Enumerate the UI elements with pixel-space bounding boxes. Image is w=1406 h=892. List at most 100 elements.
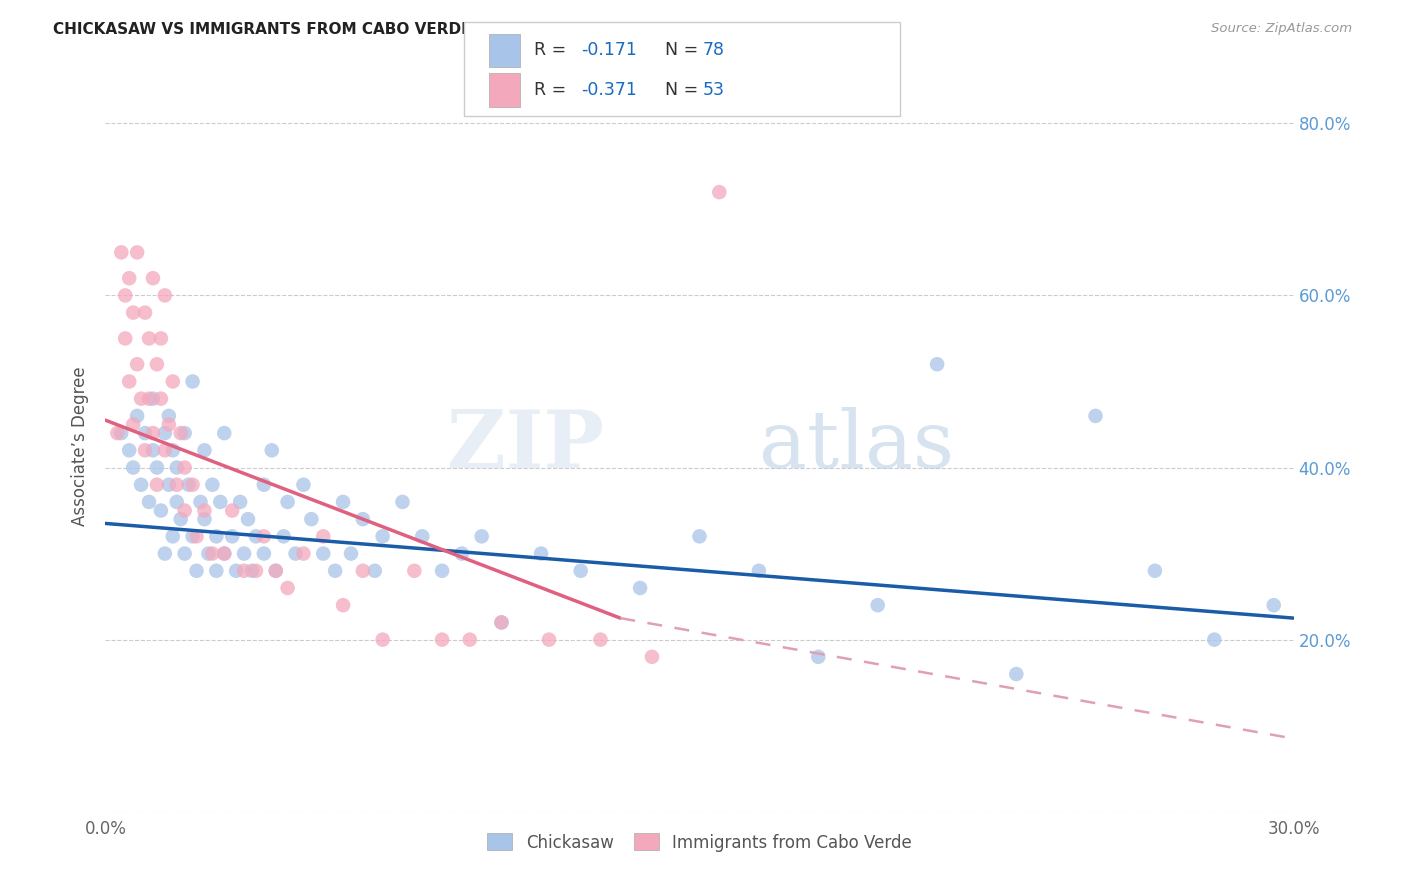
- Point: [134, 426, 156, 441]
- Text: ZIP: ZIP: [447, 407, 605, 485]
- Point: [157, 477, 180, 491]
- Point: [146, 477, 169, 491]
- Point: [181, 375, 204, 389]
- Point: [166, 460, 188, 475]
- Point: [236, 512, 259, 526]
- Point: [748, 564, 770, 578]
- Point: [170, 512, 193, 526]
- Point: [190, 495, 212, 509]
- Point: [142, 392, 165, 406]
- Point: [225, 564, 247, 578]
- Legend: Chickasaw, Immigrants from Cabo Verde: Chickasaw, Immigrants from Cabo Verde: [481, 827, 918, 858]
- Point: [157, 417, 180, 432]
- Point: [122, 460, 145, 475]
- Point: [181, 477, 204, 491]
- Point: [214, 547, 236, 561]
- Point: [391, 495, 413, 509]
- Point: [173, 547, 195, 561]
- Point: [205, 564, 228, 578]
- Point: [1204, 632, 1226, 647]
- Point: [628, 581, 651, 595]
- Point: [253, 529, 276, 543]
- Point: [118, 443, 141, 458]
- Text: N =: N =: [654, 81, 703, 99]
- Point: [292, 547, 315, 561]
- Point: [264, 564, 287, 578]
- Point: [118, 375, 141, 389]
- Point: [491, 615, 513, 630]
- Point: [277, 581, 299, 595]
- Point: [430, 564, 453, 578]
- Point: [201, 547, 224, 561]
- Point: [371, 632, 394, 647]
- Point: [127, 245, 149, 260]
- Point: [245, 529, 267, 543]
- Point: [149, 503, 172, 517]
- Point: [641, 649, 664, 664]
- Point: [458, 632, 481, 647]
- Point: [193, 503, 215, 517]
- Point: [530, 547, 553, 561]
- Point: [193, 512, 215, 526]
- Point: [491, 615, 513, 630]
- Point: [430, 632, 453, 647]
- Point: [292, 477, 315, 491]
- Point: [209, 495, 232, 509]
- Point: [142, 443, 165, 458]
- Point: [253, 547, 276, 561]
- Text: R =: R =: [534, 42, 572, 60]
- Point: [1084, 409, 1107, 423]
- Point: [205, 529, 228, 543]
- Point: [110, 426, 132, 441]
- Point: [181, 529, 204, 543]
- Point: [273, 529, 295, 543]
- Text: 78: 78: [703, 42, 725, 60]
- Point: [589, 632, 612, 647]
- Point: [364, 564, 387, 578]
- Point: [149, 392, 172, 406]
- Point: [110, 245, 132, 260]
- Point: [153, 547, 176, 561]
- Point: [142, 271, 165, 285]
- Point: [233, 564, 256, 578]
- Point: [138, 495, 160, 509]
- Point: [173, 503, 195, 517]
- Point: [127, 357, 149, 371]
- Point: [118, 271, 141, 285]
- Point: [214, 426, 236, 441]
- Text: -0.371: -0.371: [581, 81, 637, 99]
- Point: [162, 375, 184, 389]
- Point: [1143, 564, 1166, 578]
- Point: [142, 426, 165, 441]
- Point: [122, 305, 145, 319]
- Point: [240, 564, 263, 578]
- Point: [138, 331, 160, 345]
- Point: [186, 564, 208, 578]
- Point: [114, 288, 136, 302]
- Point: [689, 529, 711, 543]
- Point: [284, 547, 307, 561]
- Point: [807, 649, 830, 664]
- Point: [569, 564, 592, 578]
- Point: [471, 529, 494, 543]
- Point: [537, 632, 560, 647]
- Point: [221, 529, 243, 543]
- Point: [146, 357, 169, 371]
- Point: [146, 460, 169, 475]
- Point: [332, 495, 354, 509]
- Point: [105, 426, 128, 441]
- Point: [925, 357, 948, 371]
- Point: [260, 443, 283, 458]
- Point: [312, 547, 335, 561]
- Point: [340, 547, 363, 561]
- Point: [153, 426, 176, 441]
- Point: [129, 392, 152, 406]
- Point: [166, 477, 188, 491]
- Point: [162, 529, 184, 543]
- Point: [173, 460, 195, 475]
- Point: [1005, 667, 1028, 681]
- Text: R =: R =: [534, 81, 572, 99]
- Point: [404, 564, 426, 578]
- Point: [114, 331, 136, 345]
- Point: [277, 495, 299, 509]
